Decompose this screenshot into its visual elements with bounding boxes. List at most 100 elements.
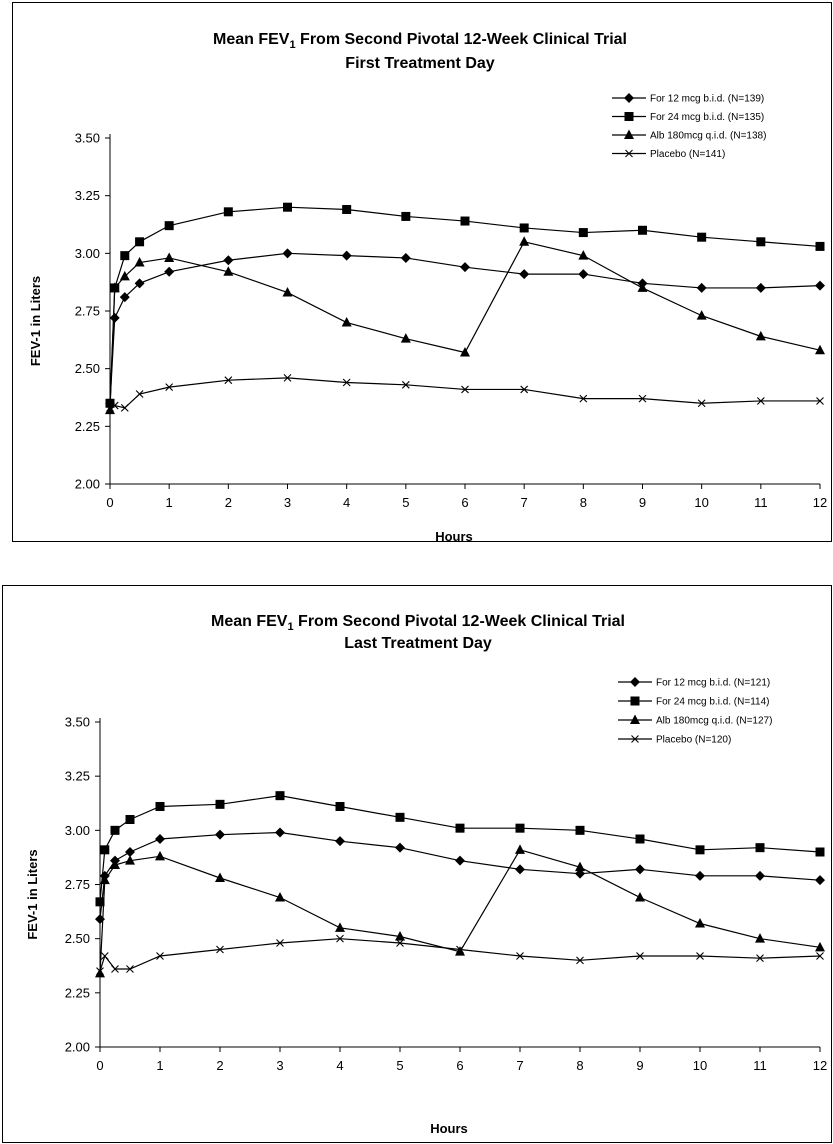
data-point-x — [697, 399, 706, 408]
y-axis-label: FEV-1 in Liters — [25, 849, 40, 939]
data-point-x — [816, 397, 824, 405]
x-tick-label: 3 — [276, 1058, 283, 1073]
data-point-diamond — [455, 855, 465, 866]
data-point-diamond — [695, 870, 705, 881]
data-point-diamond — [275, 827, 285, 838]
legend-label: Placebo (N=141) — [650, 149, 725, 160]
legend-marker-x — [631, 735, 639, 743]
x-tick-label: 11 — [754, 495, 768, 510]
y-tick-label: 3.50 — [75, 131, 100, 146]
data-point-square — [460, 216, 470, 226]
data-point-triangle — [105, 404, 115, 415]
data-point-square — [755, 843, 765, 853]
series-line-square — [99, 795, 821, 902]
data-point-square — [120, 251, 130, 261]
legend-label: For 12 mcg b.i.d. (N=121) — [656, 678, 770, 689]
data-point-x — [100, 952, 109, 960]
x-tick-label: 2 — [225, 495, 232, 510]
data-point-square — [164, 221, 174, 231]
data-point-triangle — [515, 844, 525, 854]
data-point-x — [96, 967, 104, 976]
y-tick-label: 2.25 — [65, 985, 90, 1000]
data-point-triangle — [578, 250, 589, 260]
series-line-square — [109, 206, 821, 404]
data-point-x — [126, 965, 134, 973]
data-point-square — [578, 228, 588, 238]
data-point-square — [635, 834, 645, 844]
x-tick-label: 12 — [813, 1058, 827, 1073]
data-point-diamond — [155, 834, 165, 844]
data-point-diamond — [755, 282, 766, 293]
x-tick-label: 10 — [693, 1058, 707, 1073]
data-point-triangle — [119, 270, 130, 281]
data-point-x — [456, 945, 464, 954]
data-point-square — [401, 211, 411, 221]
data-point-x — [638, 394, 647, 403]
x-tick-label: 8 — [576, 1058, 583, 1073]
data-point-diamond — [815, 875, 825, 886]
data-point-triangle — [335, 922, 345, 932]
data-point-square — [575, 825, 585, 835]
legend-label: Alb 180mcg q.i.d. (N=138) — [650, 131, 766, 142]
data-point-x — [461, 385, 469, 394]
x-axis-label: Hours — [435, 529, 473, 544]
data-point-x — [396, 939, 404, 947]
data-point-square — [335, 802, 345, 811]
chart-title: Mean FEV1 From Second Pivotal 12-Week Cl… — [213, 31, 627, 51]
chart-subtitle: Last Treatment Day — [344, 635, 492, 652]
chart-border — [2, 585, 832, 1143]
data-point-diamond — [815, 280, 825, 291]
data-point-square — [223, 207, 233, 217]
data-point-x — [165, 383, 174, 392]
chart-panel-last-day: Mean FEV1 From Second Pivotal 12-Week Cl… — [0, 585, 833, 1144]
data-point-diamond — [125, 847, 135, 857]
x-tick-label: 3 — [284, 495, 291, 510]
data-point-x — [135, 390, 144, 398]
data-point-x — [156, 952, 164, 960]
data-point-triangle — [223, 266, 234, 276]
y-tick-label: 3.00 — [75, 246, 100, 261]
data-point-triangle — [575, 861, 585, 872]
data-point-triangle — [164, 252, 175, 262]
data-point-triangle — [99, 874, 110, 885]
data-point-x — [336, 934, 344, 943]
data-point-square — [815, 241, 825, 251]
legend-marker-diamond — [630, 677, 640, 687]
x-tick-label: 5 — [402, 495, 409, 510]
data-point-triangle — [110, 859, 120, 869]
data-point-square — [155, 802, 165, 811]
data-point-triangle — [155, 850, 165, 861]
data-point-square — [455, 823, 465, 833]
data-point-square — [100, 845, 110, 855]
fev1-chart-last-day: Mean FEV1 From Second Pivotal 12-Week Cl… — [25, 613, 827, 1136]
data-point-square — [815, 847, 825, 857]
data-point-triangle — [696, 310, 707, 320]
data-point-triangle — [282, 287, 293, 297]
data-point-square — [135, 237, 145, 247]
series-line-x — [109, 377, 820, 409]
legend-marker-triangle — [624, 129, 634, 139]
legend-marker-triangle — [630, 714, 640, 724]
data-point-x — [576, 956, 584, 965]
data-point-diamond — [282, 248, 293, 259]
data-point-x — [224, 376, 233, 385]
x-tick-label: 0 — [106, 495, 113, 510]
data-point-triangle — [95, 967, 105, 978]
data-point-diamond — [755, 870, 765, 881]
data-point-diamond — [164, 266, 175, 277]
data-point-triangle — [134, 257, 145, 267]
data-point-square — [215, 799, 225, 809]
data-point-diamond — [578, 269, 589, 280]
data-point-x — [520, 385, 529, 394]
data-point-triangle — [455, 946, 465, 956]
data-point-x — [110, 401, 119, 410]
y-tick-label: 2.50 — [75, 361, 100, 376]
data-point-square — [695, 845, 705, 855]
legend-label: For 24 mcg b.i.d. (N=135) — [650, 112, 764, 123]
data-point-diamond — [119, 292, 130, 303]
data-point-x — [756, 397, 765, 405]
y-tick-label: 3.25 — [75, 188, 100, 203]
data-point-square — [697, 232, 707, 242]
data-point-triangle — [125, 855, 135, 865]
data-point-triangle — [755, 933, 765, 943]
